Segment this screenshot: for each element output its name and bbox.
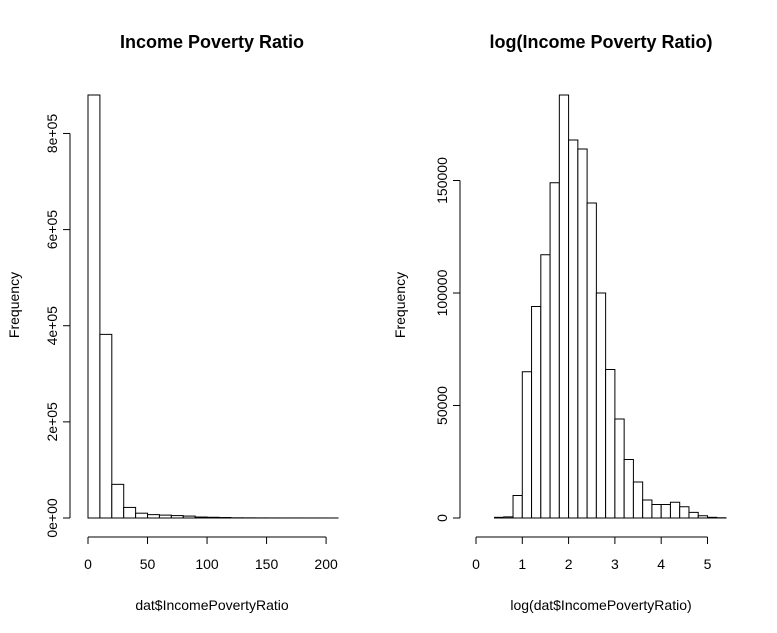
histogram-income-poverty-ratio: Income Poverty Ratio dat$IncomePovertyRa…: [6, 32, 339, 613]
y-axis: 0e+00 2e+05 4e+05 6e+05 8e+05: [44, 114, 71, 538]
y-tick-label: 6e+05: [44, 210, 60, 250]
histogram-bar: [512, 495, 523, 519]
histogram-bar: [147, 514, 160, 519]
histogram-bar: [586, 202, 597, 519]
y-tick-label: 8e+05: [44, 114, 60, 154]
histogram-bar: [123, 506, 137, 519]
histogram-bar: [660, 504, 671, 519]
y-axis-label: Frequency: [6, 272, 22, 338]
histogram-bar: [99, 333, 113, 519]
y-tick-label: 0: [434, 514, 450, 522]
histogram-bar: [503, 516, 514, 519]
x-tick-label: 100: [195, 556, 219, 572]
y-tick-label: 0e+00: [44, 498, 60, 538]
chart-title: log(Income Poverty Ratio): [489, 32, 712, 52]
histogram-bar: [623, 459, 634, 519]
x-tick-label: 3: [611, 556, 619, 572]
histogram-bar: [605, 369, 616, 519]
x-tick-label: 200: [314, 556, 338, 572]
x-tick-label: 150: [255, 556, 279, 572]
histogram-bar: [494, 516, 505, 519]
histogram-bar: [706, 516, 718, 519]
histogram-bar: [170, 515, 184, 519]
histogram-bar: [531, 306, 542, 519]
bars: [494, 94, 727, 519]
histogram-bar: [669, 501, 681, 519]
histogram-bar: [206, 516, 220, 519]
histogram-bar: [194, 516, 208, 519]
x-tick-label: 4: [657, 556, 665, 572]
histogram-bar: [111, 483, 125, 519]
y-tick-label: 50000: [434, 386, 450, 425]
histogram-bar: [595, 292, 607, 519]
y-tick-label: 4e+05: [44, 306, 60, 346]
x-axis: 0 50 100 150 200: [84, 536, 338, 572]
histogram-bar: [182, 515, 196, 519]
x-tick-label: 0: [472, 556, 480, 572]
histogram-bar: [697, 515, 708, 519]
histogram-bar: [521, 371, 533, 519]
histogram-bar: [158, 514, 172, 519]
chart-title: Income Poverty Ratio: [120, 32, 304, 52]
bars: [87, 94, 339, 519]
x-axis: 0 1 2 3 4 5: [472, 536, 712, 572]
histogram-bar: [87, 94, 101, 519]
histogram-bar: [540, 254, 551, 519]
histogram-bar: [632, 481, 644, 519]
y-axis: 0 50000 100000 150000: [434, 157, 461, 522]
histogram-bar: [642, 499, 653, 519]
x-tick-label: 0: [84, 556, 92, 572]
histogram-bar: [679, 506, 690, 519]
x-tick-label: 5: [704, 556, 712, 572]
y-tick-label: 100000: [434, 269, 450, 316]
x-tick-label: 1: [518, 556, 526, 572]
histogram-bar: [549, 182, 560, 519]
x-tick-label: 50: [140, 556, 156, 572]
x-axis-label: dat$IncomePovertyRatio: [135, 597, 289, 613]
histogram-bar: [651, 504, 662, 519]
histogram-bar: [688, 511, 699, 519]
histogram-bar: [135, 512, 149, 519]
x-axis-label: log(dat$IncomePovertyRatio): [510, 597, 691, 613]
x-tick-label: 2: [565, 556, 573, 572]
histogram-log-income-poverty-ratio: log(Income Poverty Ratio) log(dat$Income…: [392, 32, 727, 613]
y-tick-label: 2e+05: [44, 402, 60, 442]
histogram-bar: [558, 94, 570, 519]
y-axis-label: Frequency: [392, 272, 408, 338]
y-tick-label: 150000: [434, 157, 450, 204]
histogram-bar: [577, 148, 588, 519]
histogram-bar: [614, 418, 625, 519]
histogram-bar: [568, 139, 579, 519]
